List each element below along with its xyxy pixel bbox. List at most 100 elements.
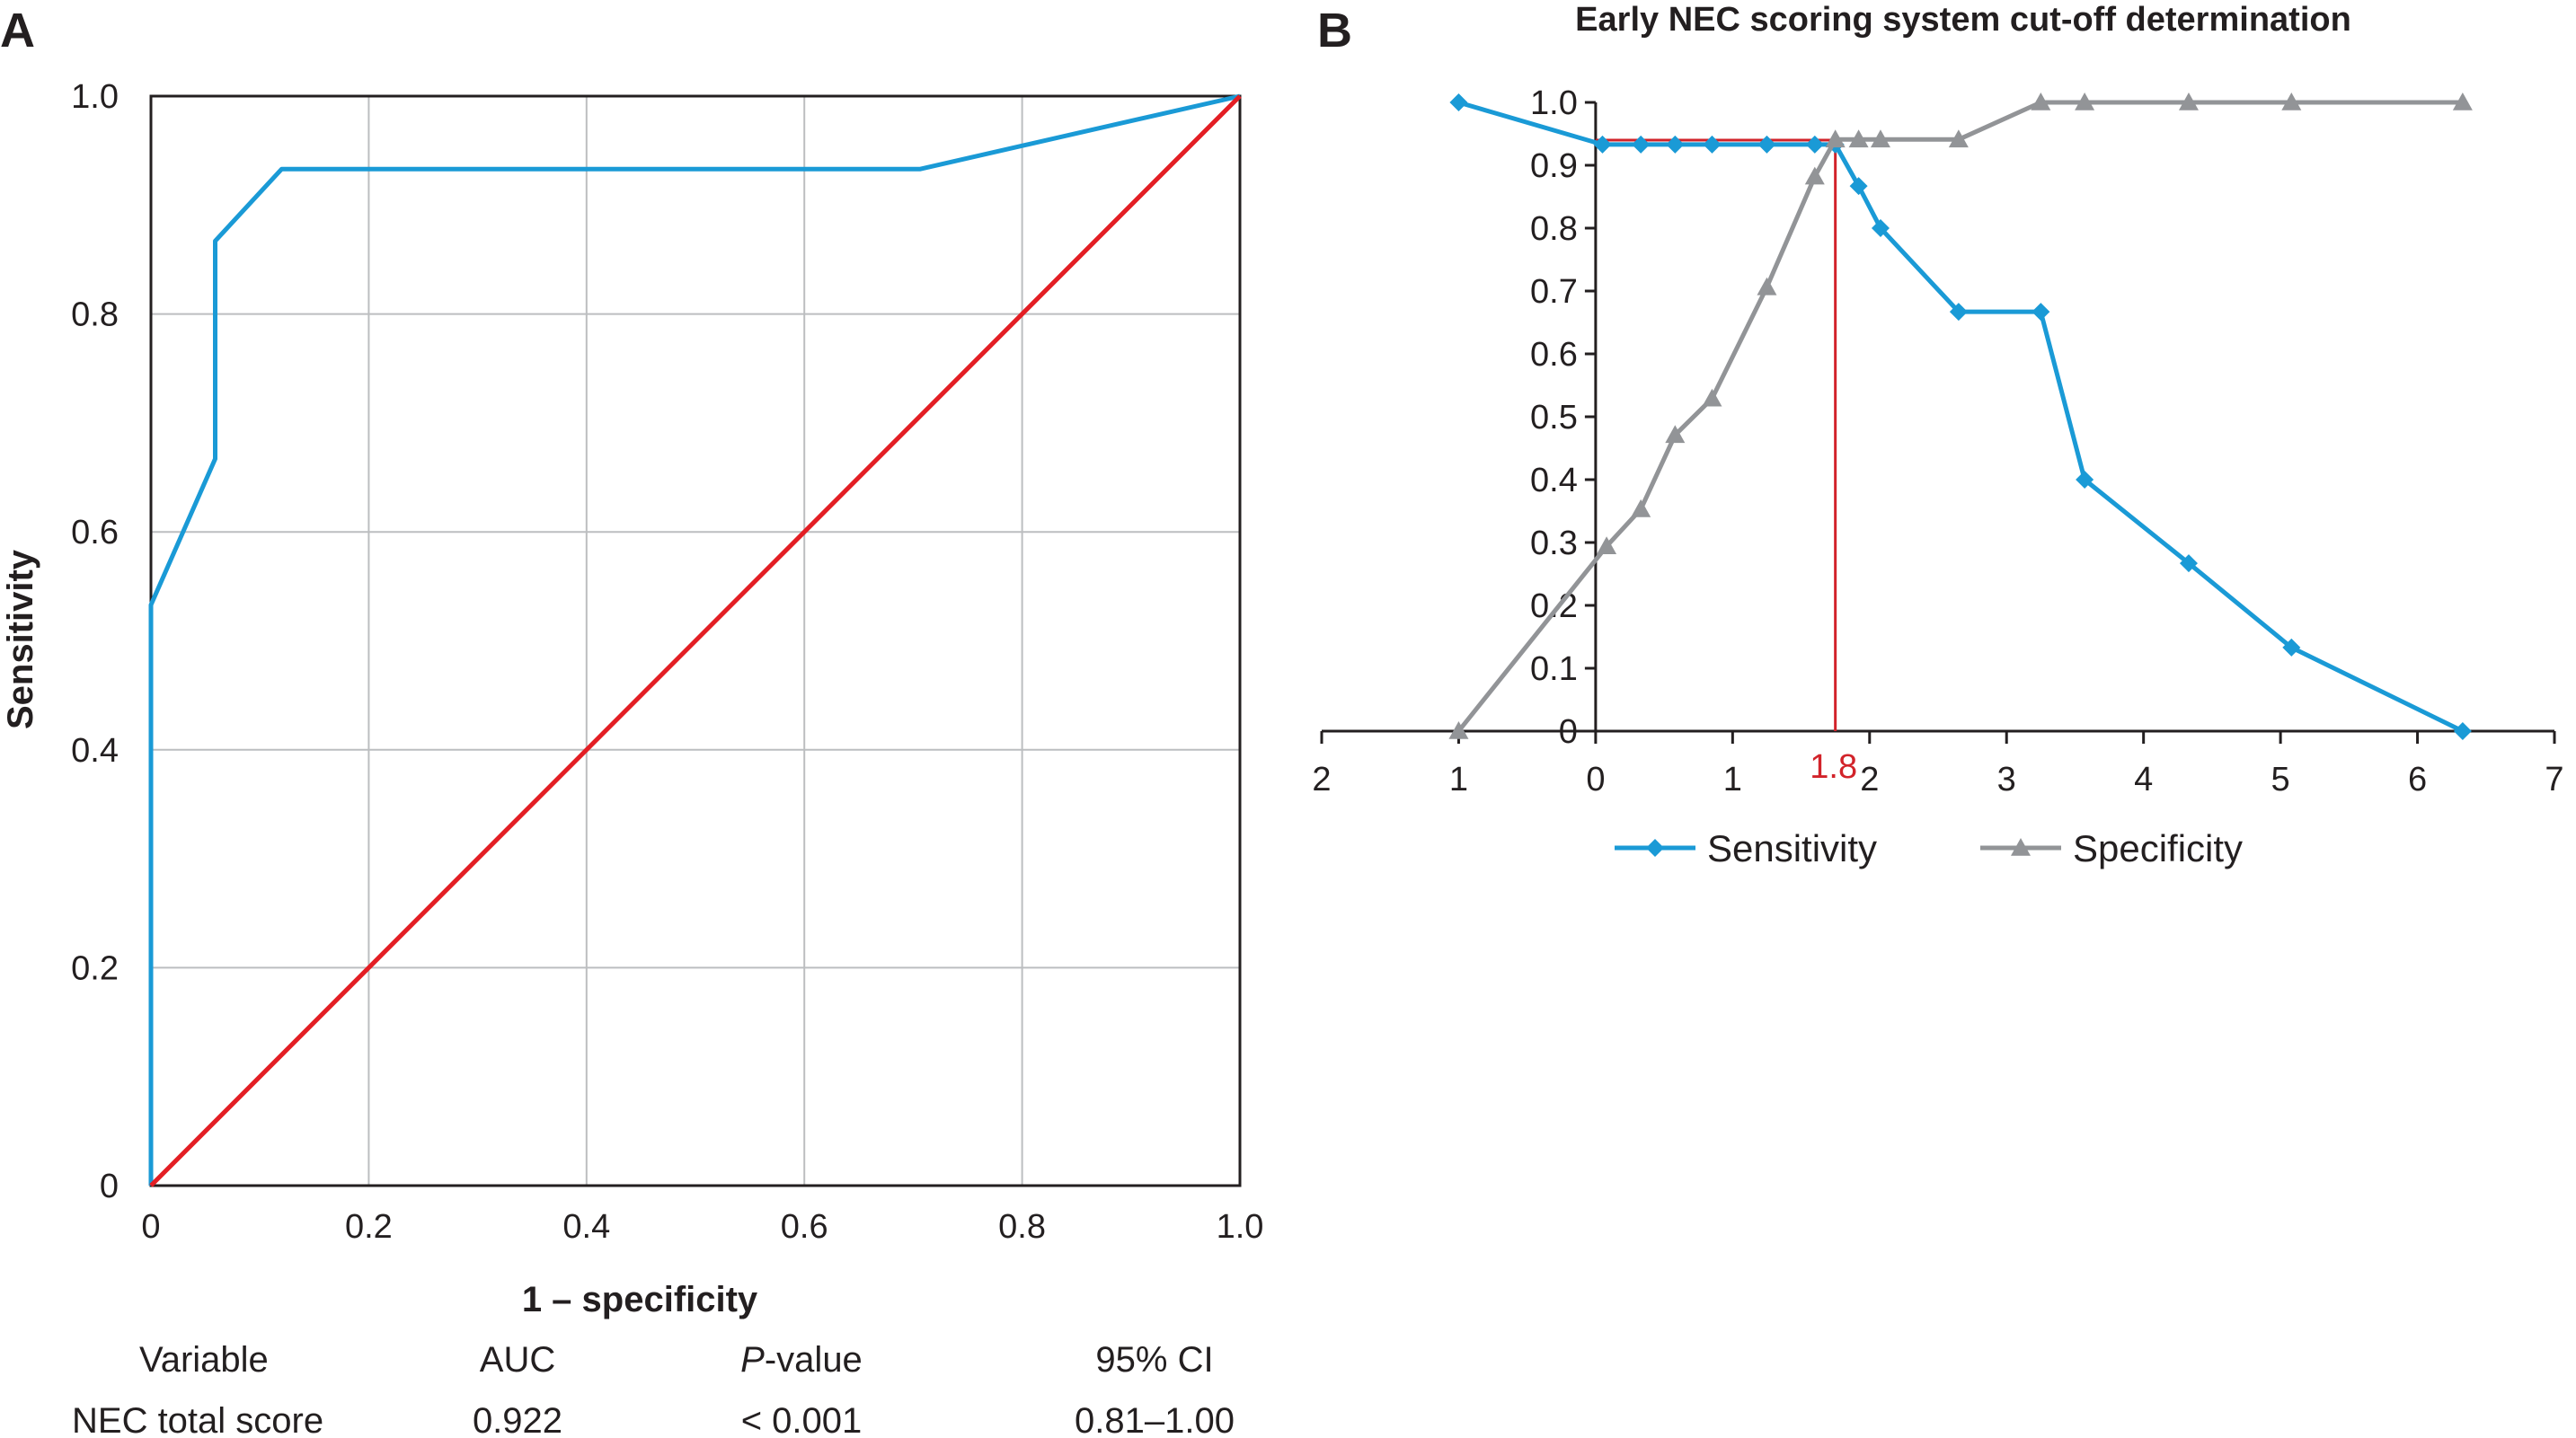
specificity-point — [1597, 536, 1617, 554]
roc-x-tick-label: 0.8 — [998, 1208, 1046, 1246]
sensitivity-point — [2076, 471, 2094, 489]
cutoff-x-tick-label: 2 — [1312, 761, 1331, 798]
sensitivity-point — [1871, 219, 1890, 237]
table-header-auc: AUC — [480, 1340, 555, 1380]
roc-y-tick-label: 0 — [100, 1168, 119, 1205]
roc-y-tick-label: 0.6 — [71, 514, 119, 551]
sensitivity-line — [1457, 100, 2464, 734]
sensitivity-point — [1632, 135, 1651, 154]
sensitivity-point — [2179, 554, 2198, 573]
cutoff-y-tick-label: 0.5 — [1530, 399, 1578, 437]
table-cell-auc: 0.922 — [473, 1401, 562, 1438]
legend-label-specificity: Specificity — [2073, 827, 2243, 869]
specificity-point — [1804, 166, 1825, 185]
table-header-variable: Variable — [139, 1340, 269, 1380]
specificity-point — [1848, 129, 1869, 148]
cutoff-axes — [1320, 101, 2556, 744]
specificity-point — [2178, 93, 2199, 110]
cutoff-legend: Sensitivity Specificity — [1615, 827, 2243, 869]
specificity-point — [1825, 129, 1846, 148]
sensitivity-point — [1593, 135, 1612, 154]
specificity-point — [2452, 93, 2473, 110]
table-cell-variable: NEC total score — [72, 1401, 323, 1438]
specificity-point — [1631, 498, 1651, 517]
panel-b-label: B — [1317, 4, 1352, 57]
specificity-point — [1448, 721, 1469, 739]
legend-label-sensitivity: Sensitivity — [1707, 827, 1877, 869]
cutoff-x-tick-label: 0 — [1586, 761, 1605, 798]
sensitivity-point — [1849, 177, 1868, 196]
roc-x-tick-label: 0 — [141, 1208, 160, 1246]
legend-item-sensitivity: Sensitivity — [1615, 827, 1877, 869]
cutoff-y-tick-label: 0.6 — [1530, 336, 1578, 374]
table-header-ci: 95% CI — [1095, 1340, 1213, 1380]
roc-series — [148, 93, 1242, 1187]
cutoff-y-tick-label: 0 — [1559, 713, 1578, 751]
specificity-line — [1456, 100, 2463, 733]
sensitivity-point — [2282, 638, 2301, 657]
reference-diagonal-line — [149, 94, 1242, 1187]
table-cell-ci: 0.81–1.00 — [1075, 1401, 1235, 1438]
roc-chart: A 0 0.2 0.4 0.6 0.8 1.0 0 0.2 0.4 0.6 0.8 1.0 1 – … — [0, 4, 1263, 1438]
roc-y-tick-labels: 0 0.2 0.4 0.6 0.8 1.0 — [71, 78, 119, 1205]
specificity-point — [1702, 388, 1722, 407]
table-header-p: P — [740, 1340, 765, 1380]
cutoff-y-tick-labels: 00.10.20.30.40.50.60.70.80.91.0 — [1530, 84, 1578, 751]
roc-x-axis-title: 1 – specificity — [522, 1280, 758, 1319]
table-cell-p-value: < 0.001 — [741, 1401, 863, 1438]
roc-y-tick-label: 0.2 — [71, 949, 119, 987]
roc-y-axis-title: Sensitivity — [1, 549, 40, 729]
cutoff-x-tick-label: 5 — [2271, 761, 2290, 798]
legend-item-specificity: Specificity — [1980, 827, 2243, 869]
specificity-point — [2031, 93, 2051, 110]
roc-y-tick-label: 1.0 — [71, 78, 119, 116]
cutoff-chart: B Early NEC scoring system cut-off deter… — [1312, 1, 2563, 869]
table-header-p-value: P-value — [740, 1340, 863, 1380]
sensitivity-point — [1949, 303, 1968, 322]
sensitivity-point — [1666, 135, 1685, 154]
specificity-point — [1757, 277, 1777, 296]
roc-x-tick-label: 1.0 — [1217, 1208, 1264, 1246]
roc-x-tick-label: 0.4 — [562, 1208, 610, 1246]
cutoff-chart-title: Early NEC scoring system cut-off determi… — [1575, 1, 2351, 39]
specificity-point — [1948, 129, 1969, 148]
legend-marker-specificity — [2011, 838, 2031, 856]
cutoff-y-tick-label: 0.8 — [1530, 210, 1578, 248]
sensitivity-point — [2453, 722, 2472, 740]
cutoff-value-label: 1.8 — [1810, 748, 1857, 786]
cutoff-x-tick-label: 6 — [2408, 761, 2427, 798]
roc-y-tick-label: 0.4 — [71, 732, 119, 770]
cutoff-x-tick-label: 1 — [1723, 761, 1742, 798]
cutoff-y-tick-label: 0.9 — [1530, 147, 1578, 185]
roc-x-tick-labels: 0 0.2 0.4 0.6 0.8 1.0 — [141, 1208, 1263, 1246]
specificity-point — [1665, 425, 1686, 444]
sensitivity-point — [2032, 303, 2050, 322]
cutoff-x-tick-labels: 2 1 0 1 2 3 4 5 6 7 — [1312, 761, 2563, 798]
sensitivity-point — [1449, 93, 1468, 111]
auc-table: Variable AUC P-value 95% CI NEC total sc… — [72, 1340, 1235, 1438]
sensitivity-point — [1805, 135, 1824, 154]
cutoff-y-tick-label: 0.4 — [1530, 462, 1578, 499]
roc-gridlines — [151, 96, 1240, 1186]
specificity-point — [2075, 93, 2095, 110]
specificity-point — [1870, 129, 1890, 148]
cutoff-y-tick-label: 1.0 — [1530, 84, 1578, 122]
roc-x-tick-label: 0.2 — [345, 1208, 393, 1246]
sensitivity-point — [1703, 135, 1722, 154]
cutoff-y-tick-label: 0.7 — [1530, 273, 1578, 311]
table-header-value-suffix: -value — [765, 1340, 863, 1380]
cutoff-series — [1448, 93, 2473, 740]
cutoff-x-tick-label: 4 — [2134, 761, 2153, 798]
sensitivity-point — [1757, 135, 1776, 154]
roc-y-tick-label: 0.8 — [71, 296, 119, 334]
roc-curve-line — [148, 93, 1241, 1186]
panel-a-label: A — [0, 4, 35, 57]
cutoff-y-tick-label: 0.1 — [1530, 650, 1578, 688]
specificity-point — [2281, 93, 2302, 110]
cutoff-marker: 1.8 — [1595, 138, 1857, 786]
legend-marker-sensitivity — [1646, 839, 1664, 857]
cutoff-x-tick-label: 1 — [1449, 761, 1468, 798]
cutoff-x-tick-label: 3 — [1997, 761, 2016, 798]
cutoff-y-tick-label: 0.3 — [1530, 525, 1578, 562]
